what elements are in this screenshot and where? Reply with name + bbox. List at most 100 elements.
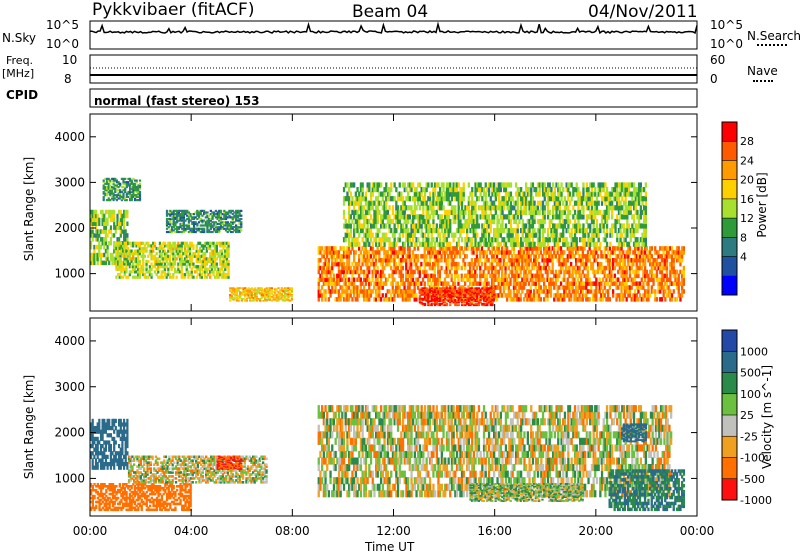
data-cell: [376, 200, 379, 206]
data-cell: [331, 285, 334, 290]
data-cell: [290, 288, 293, 290]
data-cell: [541, 265, 544, 271]
data-cell: [480, 273, 484, 279]
data-cell: [573, 289, 576, 294]
data-cell: [391, 297, 394, 302]
data-cell: [108, 241, 111, 246]
data-cell: [601, 254, 605, 259]
data-cell: [240, 221, 243, 224]
data-cell: [554, 281, 558, 286]
data-cell: [133, 252, 136, 256]
data-cell: [351, 237, 354, 243]
data-cell: [138, 241, 141, 245]
data-cell: [427, 296, 430, 299]
data-cell: [408, 182, 411, 188]
data-cell: [472, 289, 475, 292]
data-cell: [546, 250, 549, 255]
data-cell: [425, 182, 428, 188]
data-cell: [410, 265, 413, 271]
data-cell: [681, 250, 684, 255]
data-cell: [194, 254, 197, 258]
data-cell: [199, 249, 202, 253]
data-cell: [358, 293, 361, 298]
data-cell: [195, 254, 198, 258]
data-cell: [143, 275, 146, 279]
data-cell: [487, 182, 491, 188]
data-cell: [455, 214, 459, 220]
data-cell: [354, 289, 357, 294]
data-cell: [197, 214, 201, 217]
data-cell: [407, 232, 410, 238]
data-cell: [645, 281, 648, 286]
data-cell: [484, 196, 487, 202]
data-cell: [415, 281, 418, 286]
data-cell: [444, 232, 447, 238]
data-cell: [413, 209, 416, 215]
data-cell: [398, 196, 401, 202]
data-cell: [618, 265, 621, 271]
data-cell: [229, 290, 232, 292]
data-cell: [123, 233, 126, 238]
data-cell: [201, 219, 204, 222]
data-cell: [423, 187, 427, 193]
data-cell: [157, 246, 160, 251]
data-cell: [452, 191, 455, 197]
data-cell: [521, 265, 524, 271]
data-cell: [233, 211, 236, 214]
data-cell: [637, 281, 640, 286]
data-cell: [677, 258, 680, 263]
data-cell: [417, 218, 420, 225]
data-cell: [566, 254, 569, 259]
data-cell: [127, 262, 130, 266]
data-cell: [331, 289, 334, 294]
data-cell: [593, 289, 596, 294]
data-cell: [593, 297, 596, 302]
data-cell: [218, 211, 221, 214]
data-cell: [260, 296, 263, 298]
data-cell: [482, 223, 486, 229]
data-cell: [319, 273, 322, 279]
data-cell: [115, 199, 118, 202]
data-cell: [138, 267, 141, 271]
data-cell: [423, 304, 427, 307]
data-cell: [143, 244, 146, 248]
data-cell: [208, 214, 211, 217]
data-cell: [482, 300, 486, 303]
data-cell: [349, 241, 352, 247]
data-cell: [264, 300, 267, 302]
data-cell: [396, 285, 399, 290]
data-cell: [408, 281, 411, 286]
data-cell: [418, 289, 422, 292]
data-cell: [452, 291, 455, 294]
data-cell: [238, 229, 241, 232]
data-cell: [181, 209, 184, 212]
data-cell: [101, 241, 104, 246]
data-cell: [408, 196, 411, 202]
data-cell: [348, 241, 351, 247]
data-cell: [449, 223, 452, 229]
data-cell: [423, 261, 426, 267]
data-cell: [457, 297, 460, 300]
data-cell: [509, 289, 512, 294]
data-cell: [501, 265, 504, 271]
data-cell: [439, 296, 442, 299]
data-cell: [113, 221, 116, 226]
data-cell: [376, 281, 379, 286]
data-cell: [326, 277, 329, 282]
data-cell: [437, 182, 440, 188]
data-cell: [454, 304, 457, 307]
data-cell: [427, 209, 430, 215]
data-cell: [337, 254, 341, 259]
data-cell: [103, 244, 106, 250]
data-cell: [484, 191, 487, 197]
data-cell: [115, 267, 118, 271]
data-cell: [169, 222, 172, 225]
data-cell: [332, 261, 336, 267]
data-cell: [321, 254, 324, 259]
data-cell: [581, 285, 584, 290]
data-cell: [647, 297, 650, 302]
data-cell: [254, 297, 257, 299]
data-cell: [142, 267, 145, 271]
data-cell: [563, 261, 566, 267]
data-cell: [178, 262, 182, 266]
